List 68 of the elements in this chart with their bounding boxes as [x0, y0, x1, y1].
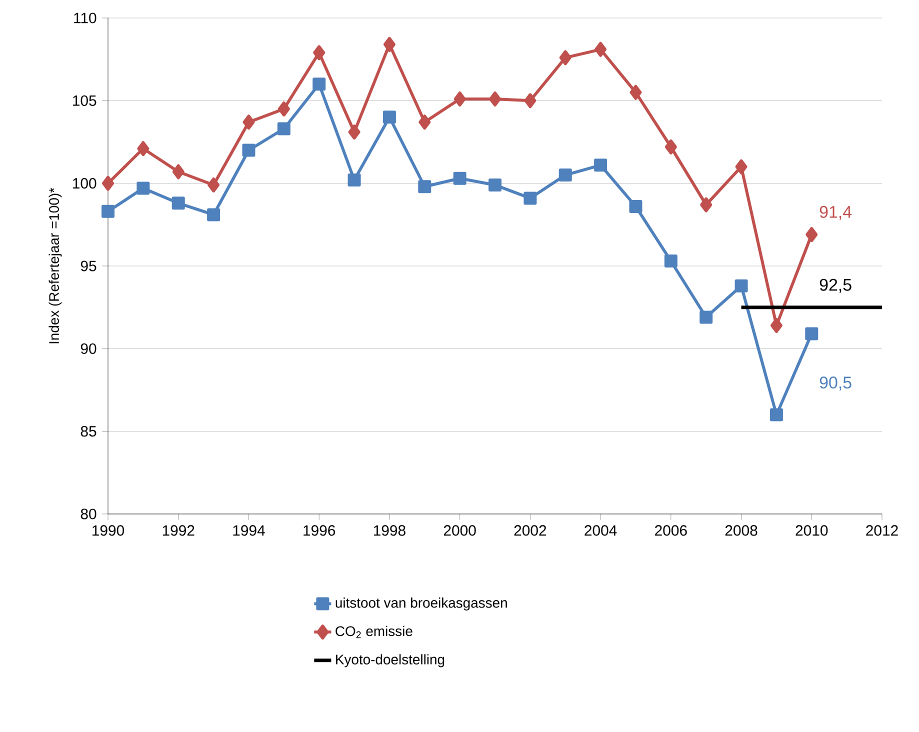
x-tick-label: 2004 — [584, 525, 617, 536]
point — [488, 178, 502, 192]
point — [418, 180, 432, 194]
point — [524, 192, 537, 205]
point — [664, 254, 678, 268]
point — [700, 310, 713, 324]
point — [558, 168, 572, 182]
point — [102, 176, 114, 191]
point — [172, 196, 185, 210]
point — [277, 122, 290, 136]
point — [348, 174, 361, 187]
point — [489, 91, 502, 106]
point — [594, 158, 608, 172]
x-tick-label: 1992 — [162, 525, 194, 536]
x-tick-label: 2002 — [514, 525, 546, 536]
point — [594, 42, 607, 57]
y-tick-label: 110 — [74, 12, 96, 24]
y-tick-label: 105 — [73, 95, 96, 106]
y-tick-label: 80 — [80, 508, 96, 520]
x-tick-label: 2010 — [796, 525, 828, 536]
x-tick-label: 1990 — [92, 525, 124, 536]
point — [770, 408, 783, 422]
point — [313, 45, 326, 60]
point — [559, 50, 572, 66]
y-tick-label: 100 — [73, 178, 96, 189]
x-tick-label: 1996 — [304, 525, 336, 536]
x-tick-label: 1998 — [374, 525, 406, 536]
point — [242, 144, 256, 157]
x-tick-label: 2012 — [866, 525, 898, 536]
point — [102, 204, 115, 218]
point — [207, 208, 220, 222]
point — [453, 172, 466, 185]
y-tick-label: 90 — [80, 343, 96, 354]
legend-label: Kyoto-doelstelling — [336, 654, 444, 668]
annotation: 90,5 — [820, 376, 852, 391]
y-axis-title: Index (Refertejaar =100)* — [48, 188, 62, 344]
point — [700, 197, 712, 212]
x-tick-label: 1994 — [233, 525, 265, 536]
annotation: 92,5 — [820, 278, 852, 293]
annotation: 91,4 — [820, 206, 852, 220]
x-tick-label: 2000 — [444, 525, 476, 536]
point — [382, 110, 396, 124]
point — [418, 114, 431, 130]
point — [805, 327, 818, 340]
point — [208, 177, 220, 192]
point — [629, 200, 642, 213]
point — [664, 139, 677, 154]
point — [242, 114, 255, 130]
point — [734, 279, 748, 292]
point — [136, 182, 150, 195]
point — [454, 91, 466, 106]
legend-label: CO$_{2}$ emissie — [336, 626, 412, 638]
point — [735, 159, 748, 174]
point — [524, 93, 536, 108]
y-tick-label: 85 — [80, 426, 96, 437]
point — [137, 141, 150, 156]
legend-label: uitstoot van broeikasgassen — [336, 598, 507, 611]
point — [348, 124, 360, 140]
point — [630, 84, 642, 100]
point — [312, 78, 326, 91]
point — [806, 227, 818, 242]
point — [383, 36, 396, 52]
point — [278, 101, 290, 116]
y-tick-label: 95 — [80, 260, 96, 272]
x-tick-label: 2008 — [725, 525, 758, 536]
point — [770, 318, 782, 334]
point — [172, 164, 184, 180]
x-tick-label: 2006 — [655, 525, 687, 536]
